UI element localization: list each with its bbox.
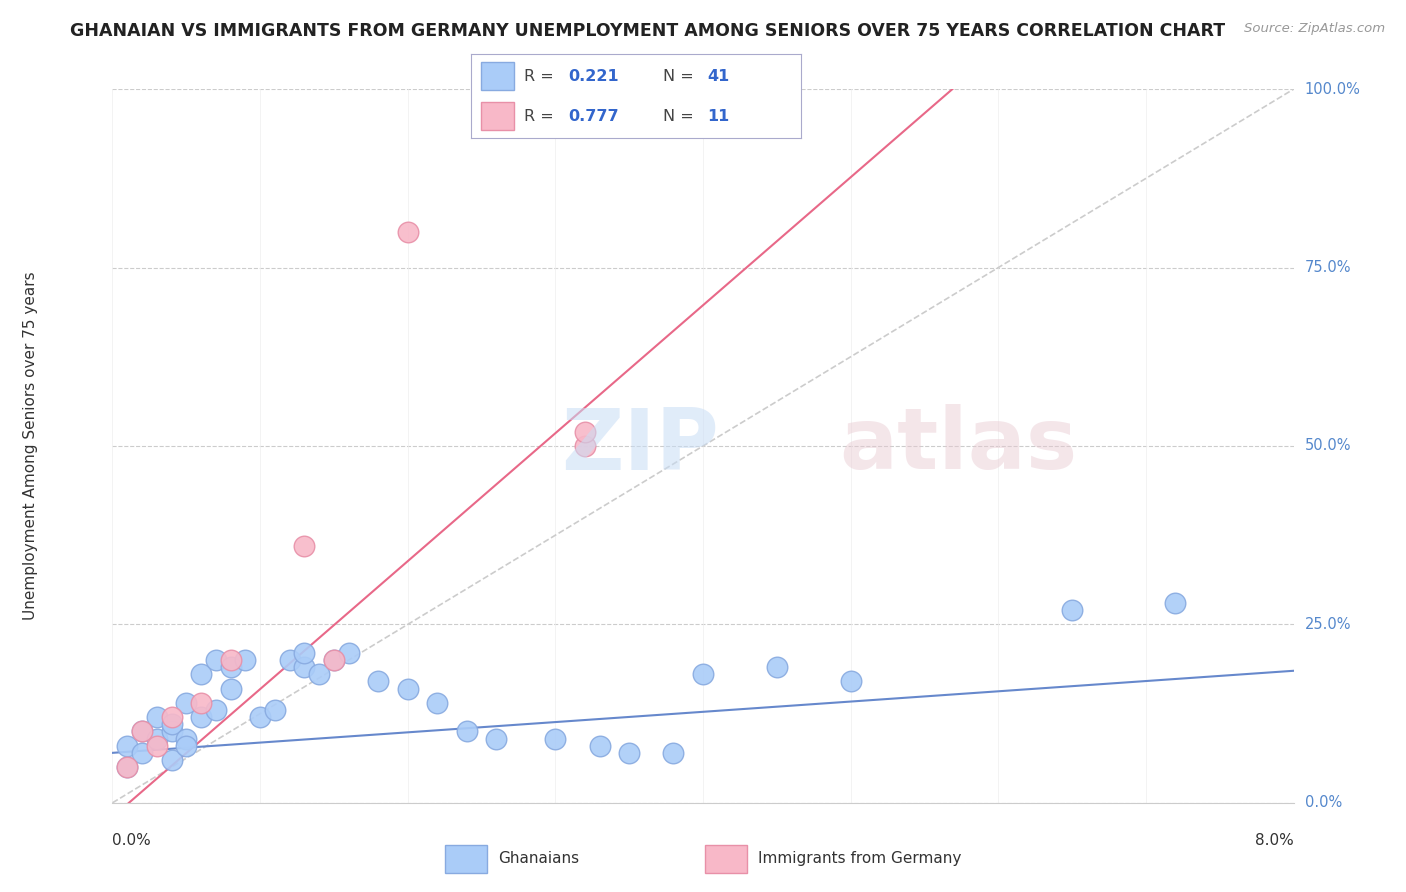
Text: R =: R = [524,109,554,124]
Point [205,703,228,717]
Point [146,731,169,746]
Point [662,746,685,760]
Point [131,746,153,760]
Point [117,760,138,774]
Point [396,681,419,696]
Point [1164,596,1187,610]
Point [337,646,360,660]
Text: 0.0%: 0.0% [1305,796,1341,810]
Text: 75.0%: 75.0% [1305,260,1351,275]
Point [174,739,197,753]
Text: 0.777: 0.777 [568,109,619,124]
Point [765,660,787,674]
Point [131,724,153,739]
Point [233,653,256,667]
Text: 50.0%: 50.0% [1305,439,1351,453]
Point [308,667,330,681]
Point [396,225,419,239]
Point [131,724,153,739]
Point [205,653,228,667]
Point [485,731,508,746]
Text: 100.0%: 100.0% [1305,82,1361,96]
Point [160,753,183,767]
Point [146,710,169,724]
Point [219,660,242,674]
Point [278,653,301,667]
Point [174,731,197,746]
Point [219,681,242,696]
Point [1062,603,1084,617]
Point [574,439,596,453]
Bar [481,102,515,130]
Point [160,717,183,731]
Point [574,425,596,439]
Point [588,739,610,753]
Point [692,667,714,681]
Point [146,739,169,753]
Text: 0.221: 0.221 [568,69,619,84]
Point [117,760,138,774]
Text: 41: 41 [707,69,730,84]
Bar [706,845,747,872]
Point [367,674,389,689]
Point [323,653,346,667]
Text: Source: ZipAtlas.com: Source: ZipAtlas.com [1244,22,1385,36]
Text: 11: 11 [707,109,730,124]
Point [160,724,183,739]
Point [292,660,315,674]
Point [160,710,183,724]
Point [174,696,197,710]
Text: atlas: atlas [839,404,1077,488]
Bar [481,62,515,90]
Text: N =: N = [662,109,693,124]
Text: R =: R = [524,69,554,84]
Text: N =: N = [662,69,693,84]
Text: ZIP: ZIP [561,404,718,488]
Point [219,653,242,667]
Text: Immigrants from Germany: Immigrants from Germany [758,851,962,866]
Point [249,710,271,724]
Text: Unemployment Among Seniors over 75 years: Unemployment Among Seniors over 75 years [24,272,38,620]
Text: 0.0%: 0.0% [112,833,152,848]
Point [839,674,862,689]
Point [292,646,315,660]
Text: Ghanaians: Ghanaians [499,851,579,866]
Point [190,710,212,724]
Point [619,746,641,760]
Point [292,539,315,553]
Point [190,667,212,681]
Text: 25.0%: 25.0% [1305,617,1351,632]
Text: 8.0%: 8.0% [1254,833,1294,848]
Point [190,696,212,710]
Point [544,731,567,746]
Point [426,696,449,710]
Point [117,739,138,753]
Bar [446,845,486,872]
Text: GHANAIAN VS IMMIGRANTS FROM GERMANY UNEMPLOYMENT AMONG SENIORS OVER 75 YEARS COR: GHANAIAN VS IMMIGRANTS FROM GERMANY UNEM… [70,22,1226,40]
Point [264,703,287,717]
Point [456,724,478,739]
Point [323,653,346,667]
